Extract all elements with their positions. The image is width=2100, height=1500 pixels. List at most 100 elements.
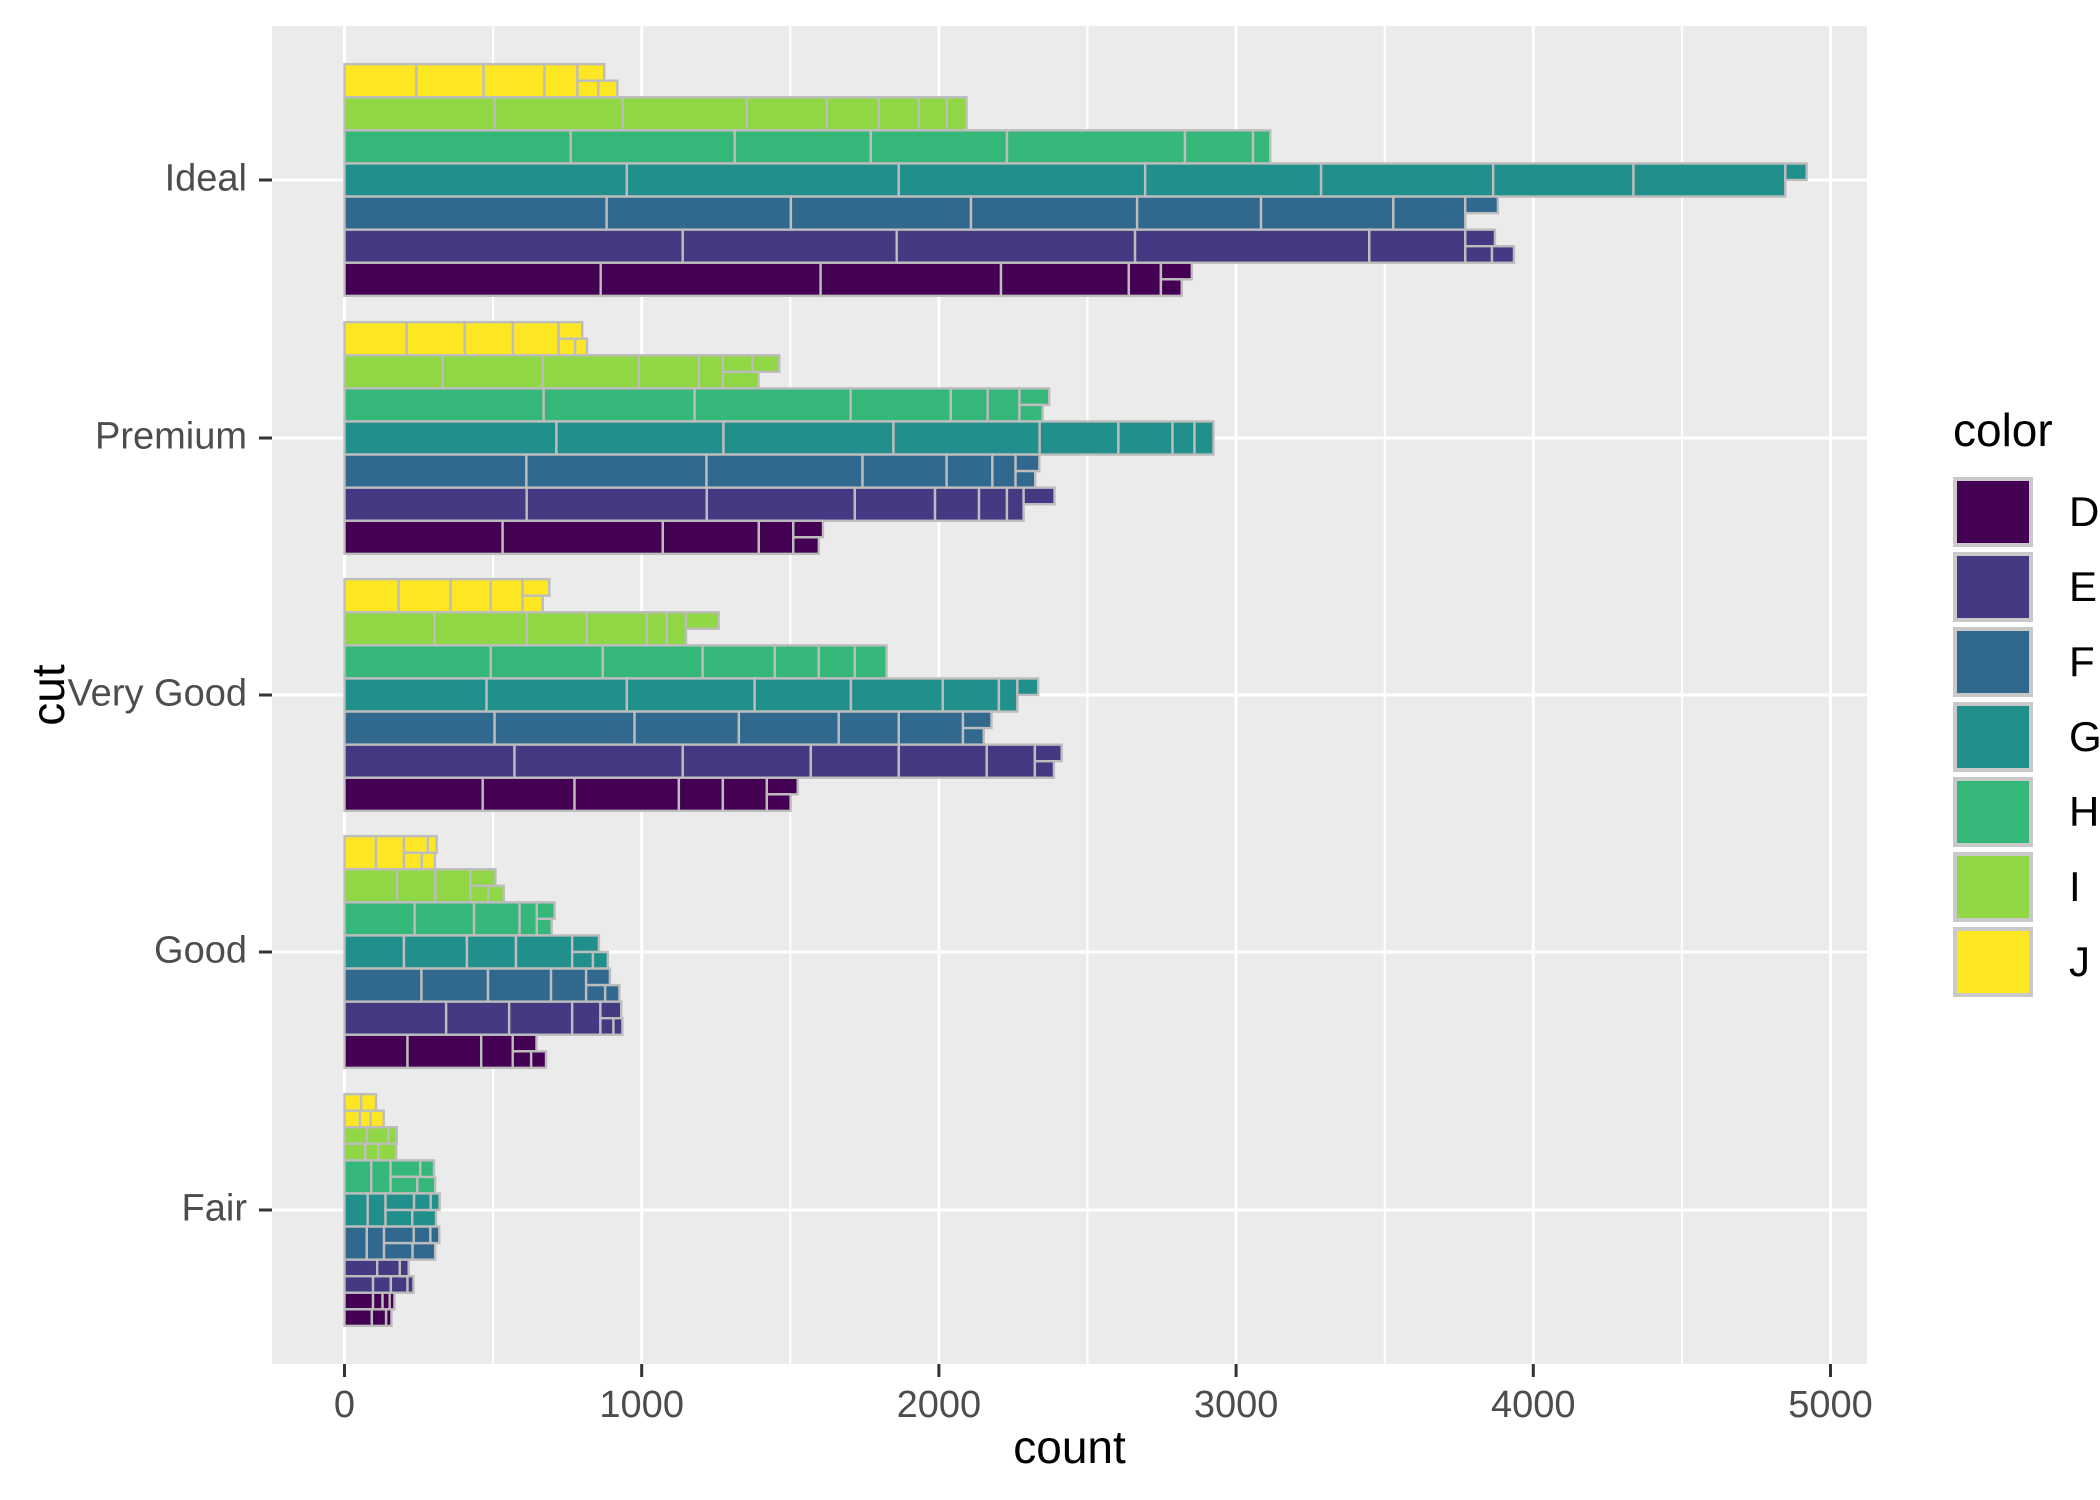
- bar-segment-J: [482, 62, 546, 99]
- bar-tile-E: [1033, 760, 1056, 779]
- bar-tile-E: [612, 1017, 624, 1036]
- bar-tile-F: [961, 726, 985, 746]
- bar-tile-H: [1018, 403, 1044, 423]
- bar-segment-E: [853, 486, 937, 522]
- bar-tile-D: [529, 1050, 548, 1070]
- legend-item-f: F: [1953, 627, 2100, 697]
- bar-segment-J: [343, 834, 378, 871]
- bar-tile-F: [1464, 195, 1500, 215]
- bar-segment-F: [991, 453, 1017, 489]
- bar-tile-J: [521, 594, 544, 614]
- bar-segment-G: [366, 1192, 387, 1228]
- bar-segment-J: [415, 62, 485, 99]
- bar-segment-H: [343, 387, 545, 423]
- bar-segment-I: [343, 611, 436, 647]
- bar-segment-D: [343, 1033, 409, 1070]
- bar-tile-E: [1490, 244, 1516, 264]
- bar-tile-J: [557, 337, 577, 357]
- bar-tile-D: [511, 1050, 533, 1070]
- bar-segment-I: [825, 96, 881, 132]
- bar-tile-J: [402, 834, 429, 854]
- legend-item-j: J: [1953, 927, 2100, 997]
- bar-tile-G: [591, 950, 610, 970]
- y-axis-title: cut: [22, 664, 74, 726]
- bar-segment-G: [555, 420, 725, 456]
- bar-segment-H: [869, 129, 1009, 165]
- bar-tile-I: [343, 1142, 367, 1162]
- legend-key-swatch-j: [1953, 927, 2033, 997]
- bar-tile-D: [370, 1308, 388, 1328]
- bar-segment-J: [449, 577, 492, 614]
- bar-segment-F: [525, 453, 708, 489]
- bar-segment-G: [514, 934, 574, 970]
- bar-tile-G: [1016, 677, 1040, 697]
- bar-segment-H: [1251, 129, 1272, 165]
- bar-segment-F: [945, 453, 994, 489]
- bar-segment-H: [773, 644, 821, 680]
- bar-segment-E: [1133, 228, 1371, 264]
- y-tick-label-ideal: Ideal: [164, 157, 247, 200]
- bar-tile-J: [402, 851, 423, 871]
- bar-tile-J: [359, 1092, 378, 1112]
- bar-tile-J: [369, 1109, 385, 1129]
- bar-segment-E: [507, 1000, 574, 1036]
- bar-segment-J: [343, 62, 418, 99]
- bar-segment-G: [892, 420, 1041, 456]
- bar-segment-H: [370, 1159, 392, 1195]
- bar-segment-F: [861, 453, 948, 489]
- bar-tile-E: [406, 1274, 415, 1294]
- bar-tile-G: [1784, 162, 1808, 182]
- bar-segment-D: [599, 261, 822, 298]
- bar-segment-G: [1319, 162, 1495, 198]
- bar-tile-I: [364, 1142, 380, 1162]
- bar-segment-H: [693, 387, 852, 423]
- bar-segment-E: [343, 486, 528, 522]
- bar-segment-H: [343, 1159, 373, 1195]
- bar-tile-J: [420, 851, 437, 871]
- bar-tile-J: [358, 1109, 372, 1129]
- bar-tile-J: [343, 1109, 362, 1129]
- bar-segment-I: [917, 96, 949, 132]
- bar-tile-E: [371, 1274, 393, 1294]
- bar-segment-F: [420, 967, 490, 1003]
- bar-tile-F: [411, 1241, 437, 1261]
- bar-segment-H: [1183, 129, 1255, 165]
- bar-segment-H: [489, 644, 604, 680]
- bar-tile-D: [765, 776, 799, 796]
- bar-tile-F: [412, 1225, 432, 1245]
- bar-segment-G: [343, 1192, 369, 1228]
- bar-segment-G: [1038, 420, 1120, 456]
- bar-segment-D: [343, 519, 504, 556]
- bar-segment-J: [543, 62, 579, 99]
- bar-segment-F: [343, 1225, 368, 1261]
- bar-segment-J: [511, 320, 560, 357]
- bar-segment-E: [1368, 228, 1467, 264]
- bar-segment-G: [722, 420, 895, 456]
- legend-label-j: J: [2069, 938, 2090, 985]
- bar-segment-F: [633, 710, 741, 746]
- bar-segment-H: [472, 901, 521, 937]
- bar-tile-J: [521, 577, 551, 597]
- bar-segment-I: [745, 96, 829, 132]
- bar-tile-E: [1033, 743, 1063, 763]
- bar-segment-G: [897, 162, 1147, 198]
- bar-tile-E: [1464, 244, 1494, 264]
- bar-segment-D: [501, 519, 665, 556]
- bar-tile-D: [388, 1291, 396, 1311]
- bar-segment-I: [621, 96, 748, 132]
- x-tick-label-2000: 2000: [896, 1384, 982, 1426]
- bar-segment-D: [480, 1033, 514, 1070]
- bar-segment-I: [945, 96, 968, 132]
- bar-segment-F: [737, 710, 840, 746]
- legend-item-i: I: [1953, 852, 2100, 922]
- bar-segment-E: [681, 743, 813, 779]
- x-tick-label-5000: 5000: [1788, 1384, 1873, 1426]
- legend-item-e: E: [1953, 552, 2100, 622]
- bar-tile-G: [429, 1192, 441, 1212]
- bar-segment-F: [343, 453, 528, 489]
- bar-segment-E: [1005, 486, 1025, 522]
- bar-tile-F: [603, 983, 621, 1003]
- bar-segment-H: [413, 901, 476, 937]
- legend-label-e: E: [2069, 563, 2098, 610]
